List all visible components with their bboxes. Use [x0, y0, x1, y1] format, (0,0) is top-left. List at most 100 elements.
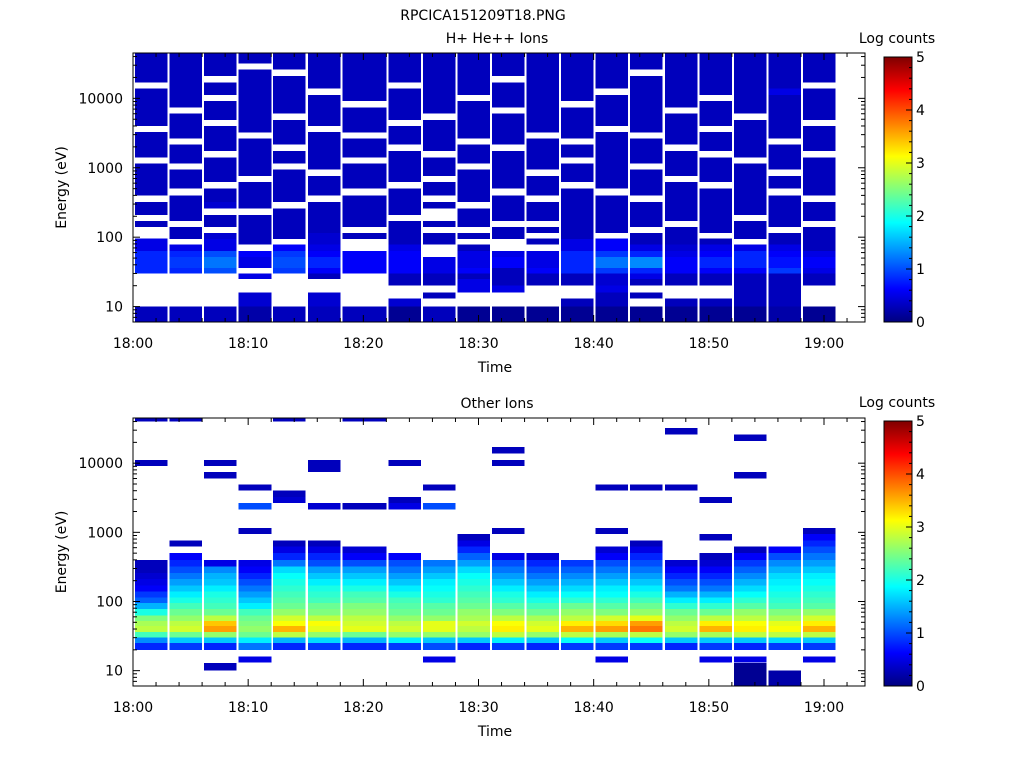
heatmap-cell [561, 88, 594, 95]
heatmap-cell [457, 279, 491, 286]
heatmap-cell [768, 53, 801, 57]
heatmap-cell [273, 572, 306, 580]
heatmap-cell [595, 261, 629, 268]
heatmap-cell [526, 69, 560, 76]
heatmap-cell [595, 609, 629, 616]
heatmap-cell [422, 626, 456, 633]
heatmap-cell [457, 632, 491, 638]
heatmap-cell [561, 144, 594, 151]
heatmap-cell [630, 632, 663, 638]
heatmap-cell [204, 603, 237, 609]
heatmap-cell [307, 261, 341, 268]
heatmap-cell [595, 82, 629, 89]
heatmap-cell [733, 150, 767, 158]
heatmap-cell [664, 150, 698, 158]
heatmap-cell [699, 88, 732, 95]
heatmap-cell [526, 126, 560, 133]
heatmap-cell [595, 626, 629, 633]
heatmap-cell [457, 572, 491, 580]
heatmap-cell [699, 227, 732, 233]
heatmap-cell [803, 144, 836, 151]
heatmap-cell [169, 144, 203, 151]
heatmap-cell [526, 76, 560, 83]
heatmap-cell [803, 251, 836, 257]
heatmap-cell [307, 591, 341, 598]
heatmap-cell [768, 238, 801, 245]
heatmap-cell [422, 221, 456, 228]
heatmap-cell [595, 138, 629, 145]
colorbar-tick-label: 2 [916, 573, 925, 589]
heatmap-cell [630, 214, 663, 222]
heatmap-cell [664, 306, 698, 314]
heatmap-cell [135, 208, 168, 215]
heatmap-cell [803, 244, 836, 252]
heatmap-cell [526, 107, 560, 114]
heatmap-cell [768, 233, 801, 239]
heatmap-cell [422, 643, 456, 650]
heatmap-cell [664, 632, 698, 638]
heatmap-cell [388, 163, 421, 170]
heatmap-cell [422, 566, 456, 573]
heatmap-cell [238, 53, 272, 57]
heatmap-cell [422, 101, 456, 108]
heatmap-cell [768, 76, 801, 83]
heatmap-cell [526, 306, 560, 314]
plot-frame [132, 417, 866, 687]
heatmap-cell [664, 428, 698, 435]
heatmap-cell [135, 169, 168, 176]
heatmap-cell [768, 615, 801, 622]
heatmap-cell [733, 101, 767, 108]
heatmap-cell [664, 637, 698, 644]
heatmap-cell [169, 251, 203, 257]
heatmap-cell [768, 132, 801, 139]
heatmap-cell [664, 566, 698, 573]
heatmap-cell [768, 256, 801, 262]
heatmap-cell [342, 585, 387, 592]
heatmap-cell [388, 195, 421, 203]
heatmap-cell [561, 621, 594, 627]
heatmap-cell [388, 279, 421, 286]
heatmap-cell [526, 138, 560, 145]
heatmap-cell [733, 298, 767, 307]
heatmap-cell [664, 119, 698, 126]
heatmap-cell [204, 82, 237, 89]
heatmap-cell [492, 572, 525, 580]
heatmap-cell [664, 244, 698, 252]
heatmap-cell [664, 214, 698, 222]
heatmap-cell [733, 63, 767, 70]
x-tick-label: 18:20 [343, 700, 383, 716]
heatmap-cell [388, 76, 421, 83]
heatmap-cell [595, 202, 629, 209]
heatmap-cell [561, 202, 594, 209]
heatmap-cell [664, 273, 698, 279]
heatmap-cell [630, 566, 663, 573]
heatmap-cell [457, 285, 491, 293]
heatmap-cell [664, 56, 698, 64]
heatmap-cell [204, 261, 237, 268]
heatmap-cell [457, 244, 491, 252]
heatmap-cell [492, 132, 525, 139]
heatmap-cell [273, 208, 306, 215]
heatmap-cell [457, 150, 491, 158]
heatmap-cell [526, 227, 560, 233]
heatmap-cell [492, 256, 525, 262]
heatmap-cell [526, 214, 560, 222]
heatmap-cell [457, 182, 491, 189]
heatmap-cell [630, 119, 663, 126]
heatmap-cell [238, 559, 272, 567]
heatmap-cell [699, 221, 732, 228]
colorbar-tick-label: 4 [916, 467, 925, 483]
heatmap-cell [388, 621, 421, 627]
heatmap-cell [307, 615, 341, 622]
heatmap-cell [768, 585, 801, 592]
heatmap-cell [307, 459, 341, 466]
heatmap-cell [699, 138, 732, 145]
heatmap-cell [630, 182, 663, 189]
heatmap-cell [169, 643, 203, 650]
heatmap-cell [561, 221, 594, 228]
heatmap-cell [630, 169, 663, 176]
heatmap-cell [342, 163, 387, 170]
heatmap-cell [492, 637, 525, 644]
heatmap-cell [135, 459, 168, 466]
heatmap-cell [457, 273, 491, 279]
